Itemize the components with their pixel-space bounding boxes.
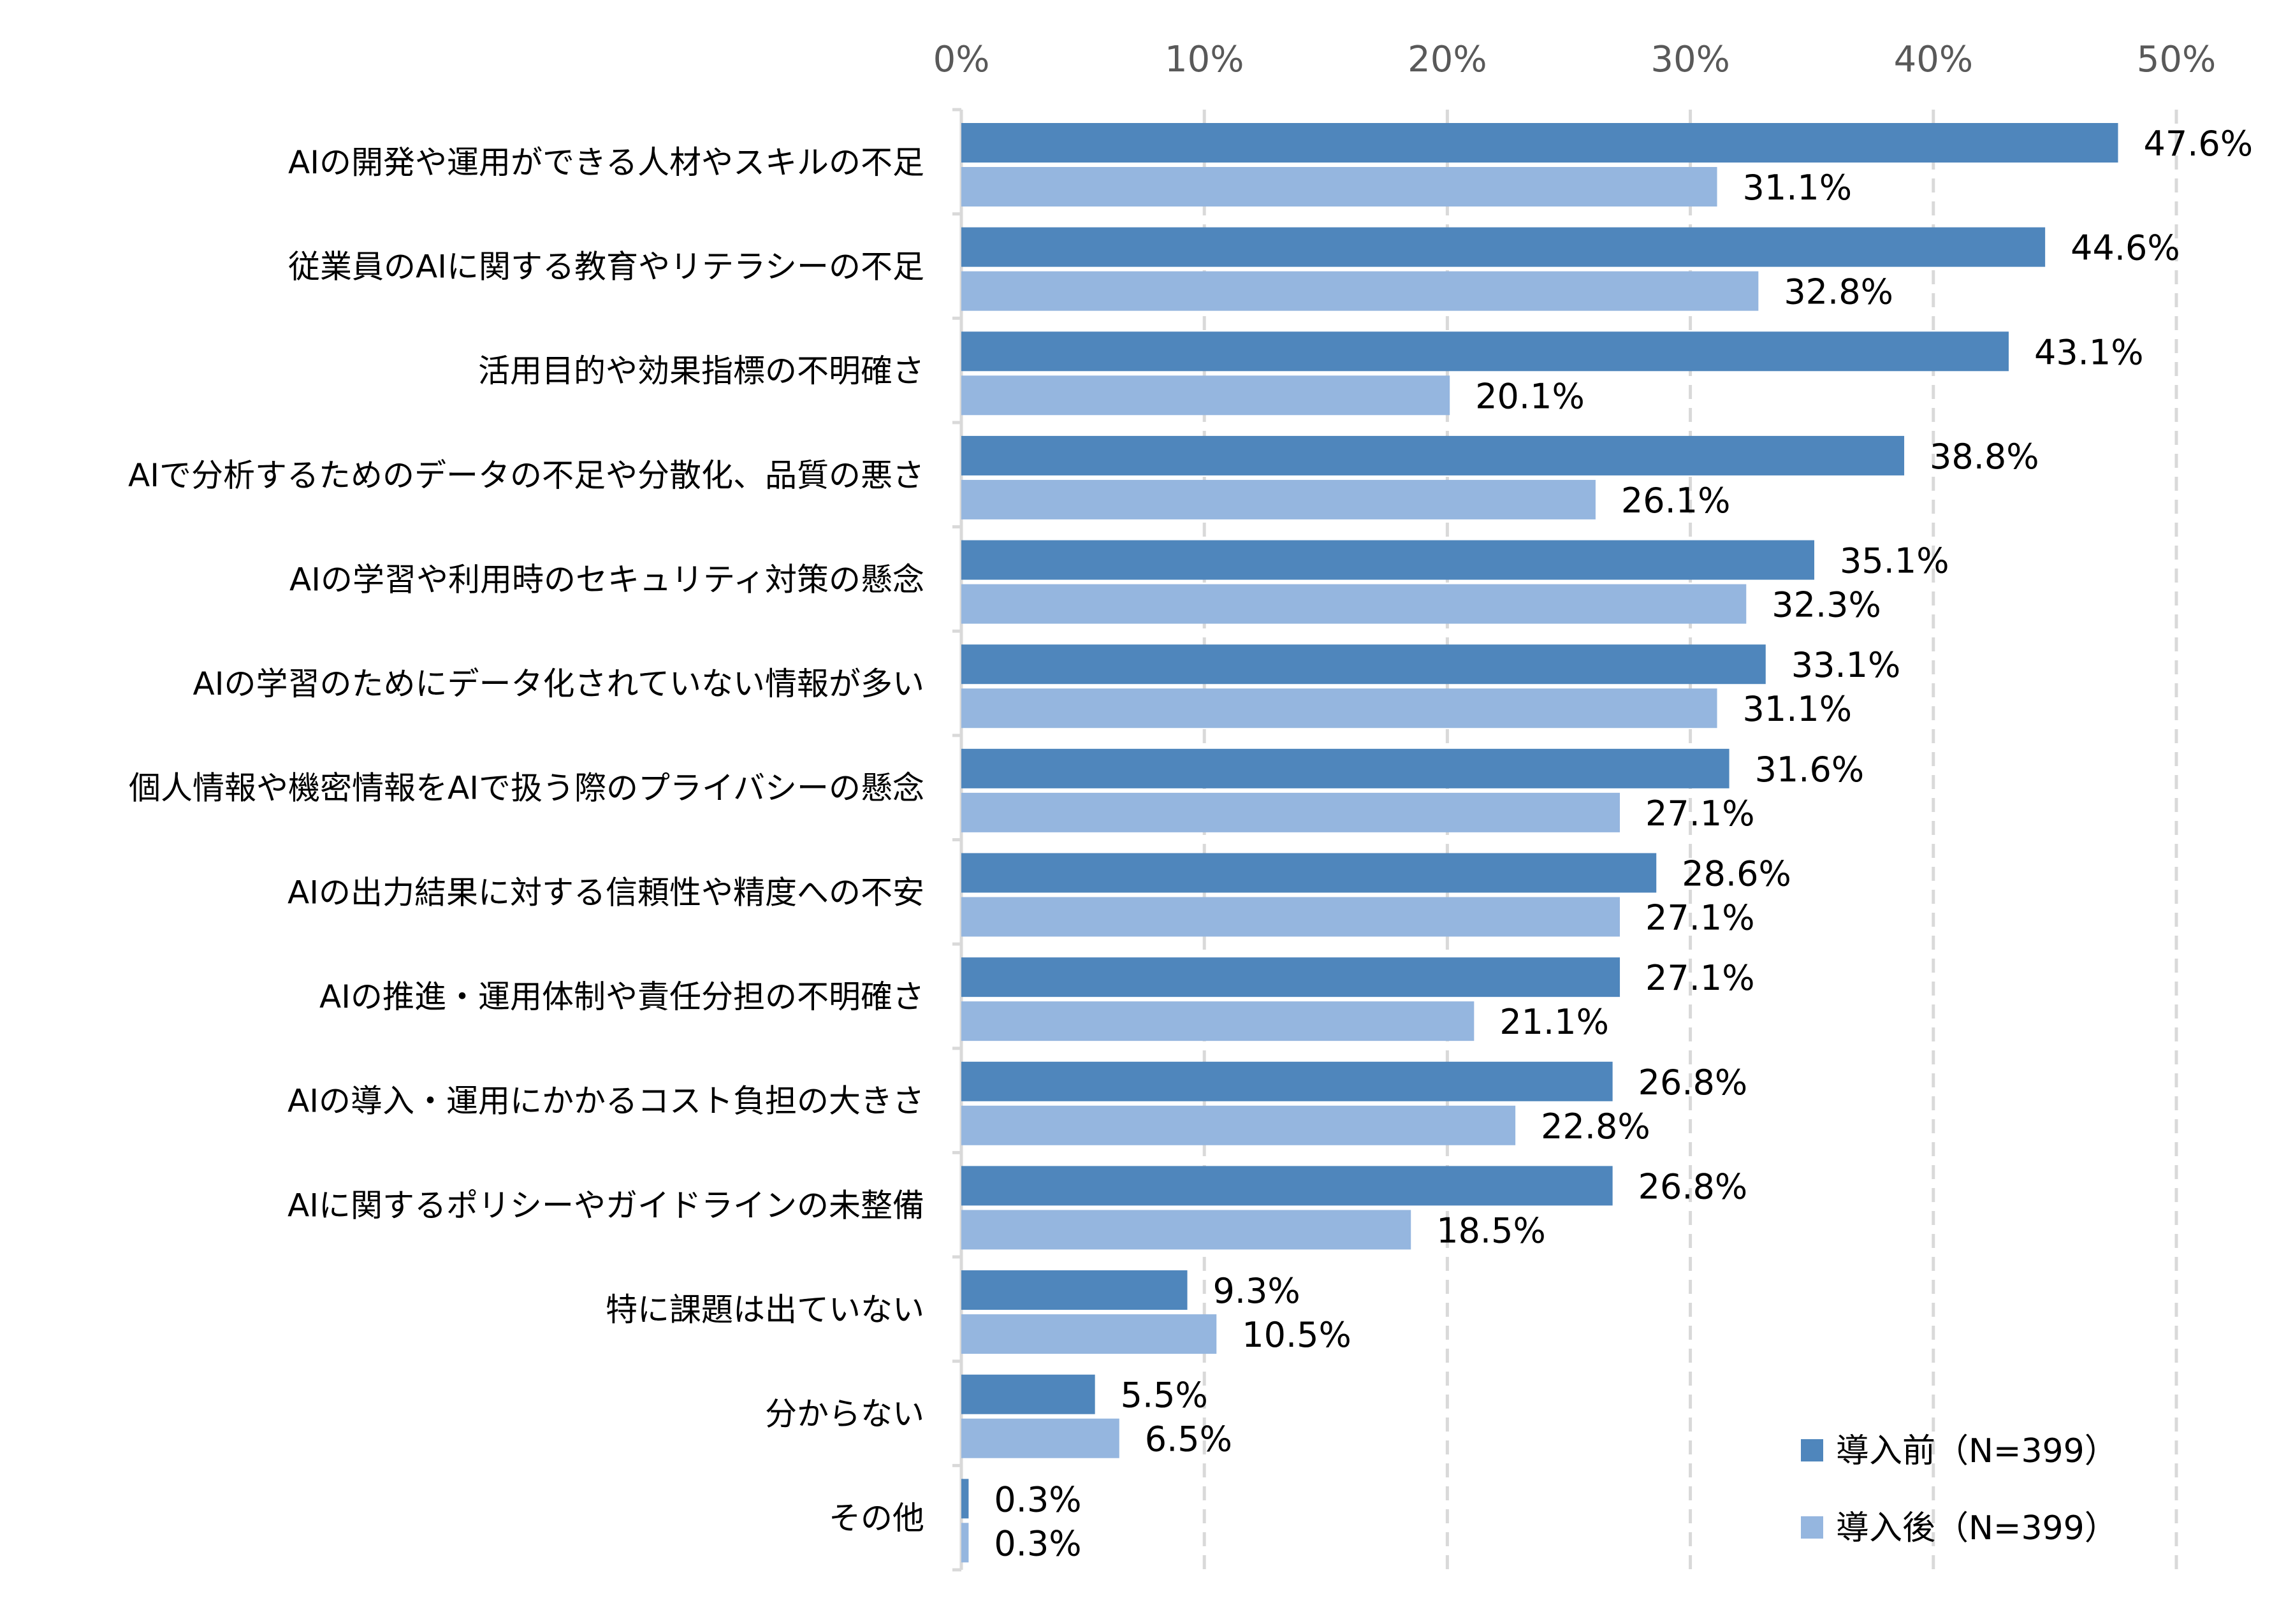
category-label: AIの推進・運用体制や責任分担の不明確さ (319, 978, 924, 1015)
bar-before (961, 748, 1729, 788)
data-label: 5.5% (1121, 1375, 1208, 1416)
legend: 導入前（N=399） 導入後（N=399） (1801, 1432, 2118, 1548)
data-label: 10.5% (1242, 1315, 1351, 1355)
bar-before (961, 331, 2009, 372)
data-label: 21.1% (1499, 1002, 1609, 1042)
category-label: 特に課題は出ていない (606, 1291, 924, 1328)
data-label: 6.5% (1145, 1419, 1232, 1460)
category-label: AIの導入・運用にかかるコスト負担の大きさ (288, 1083, 924, 1120)
category-label: AIで分析するためのデータの不足や分散化、品質の悪さ (128, 457, 924, 494)
legend-label: 導入後（N=399） (1836, 1509, 2118, 1548)
bar-after (961, 375, 1450, 416)
data-label: 0.3% (994, 1479, 1081, 1519)
category-label: 分からない (765, 1396, 924, 1433)
data-label: 27.1% (1645, 794, 1755, 834)
data-label: 9.3% (1213, 1271, 1300, 1311)
bar-after (961, 792, 1620, 832)
bar-before (961, 1270, 1188, 1310)
category-label: AIに関するポリシーやガイドラインの未整備 (288, 1187, 924, 1224)
bar-before (961, 435, 1905, 475)
bar-before (961, 1479, 969, 1519)
bar-after (961, 1314, 1217, 1354)
x-tick-label: 20% (1408, 39, 1487, 80)
bar-after (961, 897, 1620, 937)
bar-before (961, 853, 1657, 893)
data-label: 35.1% (1840, 541, 1949, 581)
bar-before (961, 957, 1620, 997)
bar-after (961, 1523, 969, 1563)
x-axis-ticks: 0% 10% 20% 30% 40% 50% (933, 39, 2217, 80)
data-label: 32.3% (1772, 585, 1881, 625)
data-label: 18.5% (1436, 1210, 1546, 1251)
data-label: 26.8% (1638, 1062, 1748, 1103)
bar-before (961, 1166, 1613, 1206)
category-label: 活用目的や効果指標の不明確さ (478, 352, 924, 389)
data-label: 26.1% (1621, 481, 1731, 521)
category-label: その他 (829, 1500, 924, 1537)
bar-before (961, 1374, 1095, 1414)
bar-after (961, 479, 1596, 519)
data-label: 22.8% (1541, 1106, 1650, 1147)
data-label: 33.1% (1791, 645, 1901, 685)
data-label: 31.1% (1743, 168, 1853, 208)
data-label: 0.3% (994, 1523, 1081, 1563)
data-label: 47.6% (2144, 124, 2254, 164)
data-label: 26.8% (1638, 1166, 1748, 1207)
category-label: AIの出力結果に対する信頼性や精度への不安 (288, 874, 924, 911)
category-label: AIの学習や利用時のセキュリティ対策の懸念 (289, 561, 924, 598)
data-label: 38.8% (1930, 437, 2039, 477)
bar-before (961, 540, 1815, 580)
data-label: 27.1% (1645, 898, 1755, 938)
bar-after (961, 1418, 1119, 1458)
legend-swatch (1801, 1516, 1823, 1539)
data-label: 31.6% (1755, 750, 1865, 790)
bars: 47.6% 31.1% 44.6% 32.8% 43.1% 20.1% 38.8% 26.1%… (961, 123, 2253, 1563)
x-tick-label: 50% (2137, 39, 2216, 80)
bar-after (961, 1001, 1474, 1041)
data-label: 44.6% (2071, 228, 2180, 268)
data-label: 20.1% (1475, 376, 1585, 416)
data-label: 27.1% (1645, 958, 1755, 998)
bar-after (961, 167, 1717, 207)
category-label: AIの開発や運用ができる人材やスキルの不足 (288, 144, 924, 181)
bar-before (961, 644, 1766, 685)
category-labels: AIの開発や運用ができる人材やスキルの不足従業員のAIに関する教育やリテラシーの… (128, 144, 924, 1537)
x-tick-label: 40% (1894, 39, 1973, 80)
bar-after (961, 688, 1717, 729)
bar-after (961, 1210, 1411, 1250)
y-axis (952, 108, 963, 1572)
category-label: 従業員のAIに関する教育やリテラシーの不足 (288, 248, 924, 285)
x-tick-label: 30% (1650, 39, 1729, 80)
category-label: 個人情報や機密情報をAIで扱う際のプライバシーの懸念 (129, 770, 924, 807)
bar-before (961, 227, 2046, 267)
legend-swatch (1801, 1439, 1823, 1461)
bar-after (961, 1105, 1516, 1145)
data-label: 28.6% (1682, 854, 1791, 894)
x-tick-label: 10% (1165, 39, 1244, 80)
bar-after (961, 584, 1747, 624)
category-label: AIの学習のためにデータ化されていない情報が多い (193, 665, 924, 702)
data-label: 32.8% (1784, 272, 1893, 312)
x-tick-label: 0% (933, 39, 990, 80)
bar-after (961, 271, 1759, 311)
data-label: 31.1% (1743, 689, 1853, 729)
bar-before (961, 123, 2118, 163)
legend-label: 導入前（N=399） (1836, 1432, 2118, 1470)
data-label: 43.1% (2034, 332, 2144, 372)
bar-before (961, 1061, 1613, 1101)
